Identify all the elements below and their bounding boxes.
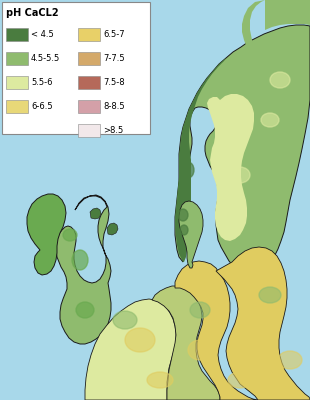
Text: 7-7.5: 7-7.5 (103, 54, 125, 63)
Bar (78, 76, 100, 89)
Bar (78, 100, 100, 113)
Ellipse shape (219, 212, 241, 228)
Bar (6, 76, 28, 89)
Polygon shape (27, 194, 66, 275)
Bar (78, 124, 100, 137)
Ellipse shape (188, 340, 212, 360)
Polygon shape (175, 261, 258, 400)
Text: 6.5-7: 6.5-7 (103, 30, 125, 39)
Polygon shape (107, 223, 118, 235)
Ellipse shape (190, 302, 210, 318)
Bar (2, 2, 150, 134)
Ellipse shape (246, 310, 274, 330)
Ellipse shape (125, 328, 155, 352)
Polygon shape (90, 208, 101, 219)
Polygon shape (175, 25, 310, 273)
Polygon shape (56, 195, 111, 344)
Bar (78, 28, 100, 41)
Ellipse shape (261, 113, 279, 127)
Ellipse shape (230, 167, 250, 183)
Ellipse shape (223, 131, 247, 149)
Ellipse shape (76, 302, 94, 318)
Polygon shape (207, 94, 254, 241)
Bar (78, 52, 100, 65)
Ellipse shape (113, 311, 137, 329)
Bar (6, 52, 28, 65)
Ellipse shape (259, 287, 281, 303)
Ellipse shape (178, 209, 188, 221)
Text: >8.5: >8.5 (103, 126, 123, 135)
Text: < 4.5: < 4.5 (31, 30, 54, 39)
Ellipse shape (147, 372, 173, 388)
Polygon shape (242, 0, 310, 200)
Polygon shape (216, 247, 310, 400)
Text: pH CaCL2: pH CaCL2 (6, 8, 59, 18)
Text: 8-8.5: 8-8.5 (103, 102, 125, 111)
Ellipse shape (270, 72, 290, 88)
Ellipse shape (182, 162, 194, 178)
Polygon shape (85, 299, 176, 400)
Ellipse shape (180, 183, 190, 197)
Polygon shape (175, 58, 226, 262)
Polygon shape (179, 201, 203, 268)
Bar (6, 28, 28, 41)
Text: 6-6.5: 6-6.5 (31, 102, 53, 111)
Ellipse shape (72, 250, 88, 270)
Polygon shape (152, 286, 220, 400)
Text: 4.5-5.5: 4.5-5.5 (31, 54, 60, 63)
Ellipse shape (63, 229, 77, 241)
Ellipse shape (180, 225, 188, 235)
Ellipse shape (228, 372, 252, 388)
Ellipse shape (278, 351, 302, 369)
Text: 5.5-6: 5.5-6 (31, 78, 52, 87)
Bar (6, 100, 28, 113)
Text: 7.5-8: 7.5-8 (103, 78, 125, 87)
